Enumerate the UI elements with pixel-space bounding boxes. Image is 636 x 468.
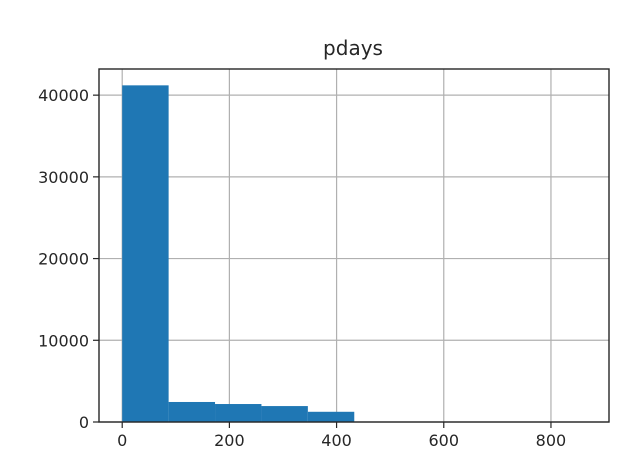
y-tick-label: 30000 — [38, 168, 89, 187]
y-axis: 0 10000 20000 30000 40000 — [38, 86, 99, 432]
histogram-bars — [122, 85, 355, 422]
x-tick-label: 400 — [321, 431, 352, 450]
plot-frame — [98, 68, 610, 423]
chart-title: pdays — [323, 36, 383, 60]
histogram-bar — [122, 85, 169, 422]
x-tick-label: 600 — [428, 431, 459, 450]
histogram-bar — [168, 401, 216, 422]
x-axis: 0 200 400 600 800 — [117, 422, 566, 450]
y-tick-label: 0 — [79, 413, 89, 432]
histogram-bar — [215, 404, 262, 422]
histogram-bar — [261, 406, 308, 422]
x-tick-label: 200 — [214, 431, 245, 450]
x-tick-label: 800 — [536, 431, 567, 450]
grid-lines — [99, 69, 609, 423]
y-tick-label: 20000 — [38, 250, 89, 269]
y-tick-label: 40000 — [38, 86, 89, 105]
histogram-bar — [307, 411, 355, 422]
y-tick-label: 10000 — [38, 331, 89, 350]
x-tick-label: 0 — [117, 431, 127, 450]
